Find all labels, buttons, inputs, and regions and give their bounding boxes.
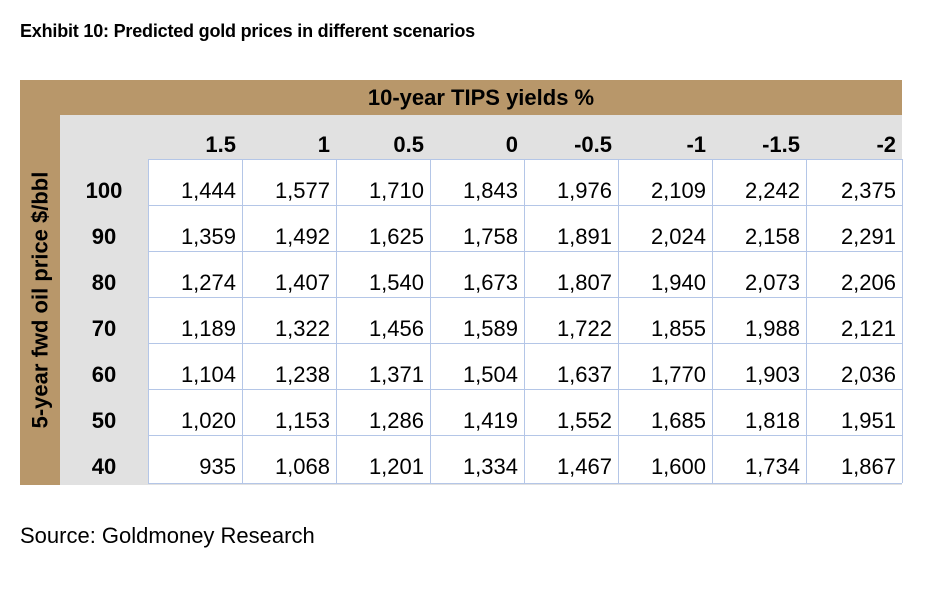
table-cell: 1,940 [650, 270, 706, 295]
table-cell: 1,673 [462, 270, 518, 295]
row-header: 70 [91, 316, 117, 341]
row-header: 80 [91, 270, 117, 295]
table-cell: 2,206 [840, 270, 896, 295]
grid-hline [148, 297, 902, 298]
grid-vline [148, 159, 149, 483]
table-cell: 1,625 [368, 224, 424, 249]
row-header: 100 [85, 178, 123, 203]
table-cell: 1,855 [650, 316, 706, 341]
table-cell: 1,758 [462, 224, 518, 249]
table-cell: 1,189 [180, 316, 236, 341]
table-cell: 1,988 [744, 316, 800, 341]
column-header: 0 [505, 132, 518, 157]
grid-hline [148, 343, 902, 344]
table-cell: 1,589 [462, 316, 518, 341]
table-cell: 1,685 [650, 408, 706, 433]
row-header: 90 [91, 224, 117, 249]
table-cell: 1,903 [744, 362, 800, 387]
table-cell: 2,375 [840, 178, 896, 203]
grid-hline [148, 251, 902, 252]
table-cell: 1,371 [368, 362, 424, 387]
table-cell: 2,242 [744, 178, 800, 203]
table-cell: 1,818 [744, 408, 800, 433]
table-cell: 1,419 [462, 408, 518, 433]
table-cell: 1,322 [274, 316, 330, 341]
table-cell: 1,867 [840, 454, 896, 479]
column-header: -1.5 [762, 132, 800, 157]
table-cell: 1,407 [274, 270, 330, 295]
table-cell: 2,109 [650, 178, 706, 203]
grid-hline [148, 435, 902, 436]
table-cell: 1,104 [180, 362, 236, 387]
table-cell: 1,891 [556, 224, 612, 249]
table-cell: 1,286 [368, 408, 424, 433]
table-cell: 1,577 [274, 178, 330, 203]
row-header: 50 [91, 408, 117, 433]
table-cell: 1,359 [180, 224, 236, 249]
table-cell: 935 [199, 454, 236, 479]
table-cell: 2,024 [650, 224, 706, 249]
table-cell: 1,504 [462, 362, 518, 387]
table-cell: 1,540 [368, 270, 424, 295]
row-header-wrap: 5-year fwd oil price $/bbl [20, 115, 60, 485]
exhibit-title: Exhibit 10: Predicted gold prices in dif… [20, 21, 475, 41]
table-cell: 2,073 [744, 270, 800, 295]
column-header: -2 [876, 132, 896, 157]
grid-vline [242, 159, 243, 483]
table-cell: 1,020 [180, 408, 236, 433]
grid-vline [618, 159, 619, 483]
table-cell: 1,637 [556, 362, 612, 387]
table-cell: 1,722 [556, 316, 612, 341]
table-cell: 1,444 [180, 178, 236, 203]
column-header: 0.5 [393, 132, 424, 157]
grid-vline [336, 159, 337, 483]
source-note: Source: Goldmoney Research [20, 523, 315, 548]
column-header: 1.5 [205, 132, 236, 157]
column-header: 1 [317, 132, 330, 157]
grid-hline [148, 205, 902, 206]
table-cell: 1,201 [368, 454, 424, 479]
table-cell: 1,274 [180, 270, 236, 295]
grid-vline [902, 159, 903, 483]
table-cell: 1,951 [840, 408, 896, 433]
table-cell: 1,734 [744, 454, 800, 479]
table-cell: 2,121 [840, 316, 896, 341]
grid-hline [148, 483, 902, 484]
table-cell: 1,807 [556, 270, 612, 295]
table-cell: 1,552 [556, 408, 612, 433]
grid-hline [148, 389, 902, 390]
table-cell: 1,068 [274, 454, 330, 479]
table-cell: 2,291 [840, 224, 896, 249]
column-header: -1 [686, 132, 706, 157]
table-cell: 1,843 [462, 178, 518, 203]
grid-hline [148, 159, 902, 160]
grid-vline [430, 159, 431, 483]
grid-vline [806, 159, 807, 483]
table-cell: 1,600 [650, 454, 706, 479]
row-header: 60 [91, 362, 117, 387]
table-cell: 1,770 [650, 362, 706, 387]
value-grid [148, 159, 902, 483]
table-cell: 1,238 [274, 362, 330, 387]
row-header-title: 5-year fwd oil price $/bbl [27, 171, 52, 429]
column-header-title: 10-year TIPS yields % [367, 84, 595, 110]
table-cell: 1,456 [368, 316, 424, 341]
column-header: -0.5 [574, 132, 612, 157]
table-cell: 1,334 [462, 454, 518, 479]
table-cell: 2,158 [744, 224, 800, 249]
grid-vline [524, 159, 525, 483]
row-header: 40 [91, 454, 117, 479]
table-cell: 1,710 [368, 178, 424, 203]
table-cell: 1,976 [556, 178, 612, 203]
table-cell: 1,153 [274, 408, 330, 433]
table-cell: 1,492 [274, 224, 330, 249]
table-cell: 2,036 [840, 362, 896, 387]
table-cell: 1,467 [556, 454, 612, 479]
grid-vline [712, 159, 713, 483]
